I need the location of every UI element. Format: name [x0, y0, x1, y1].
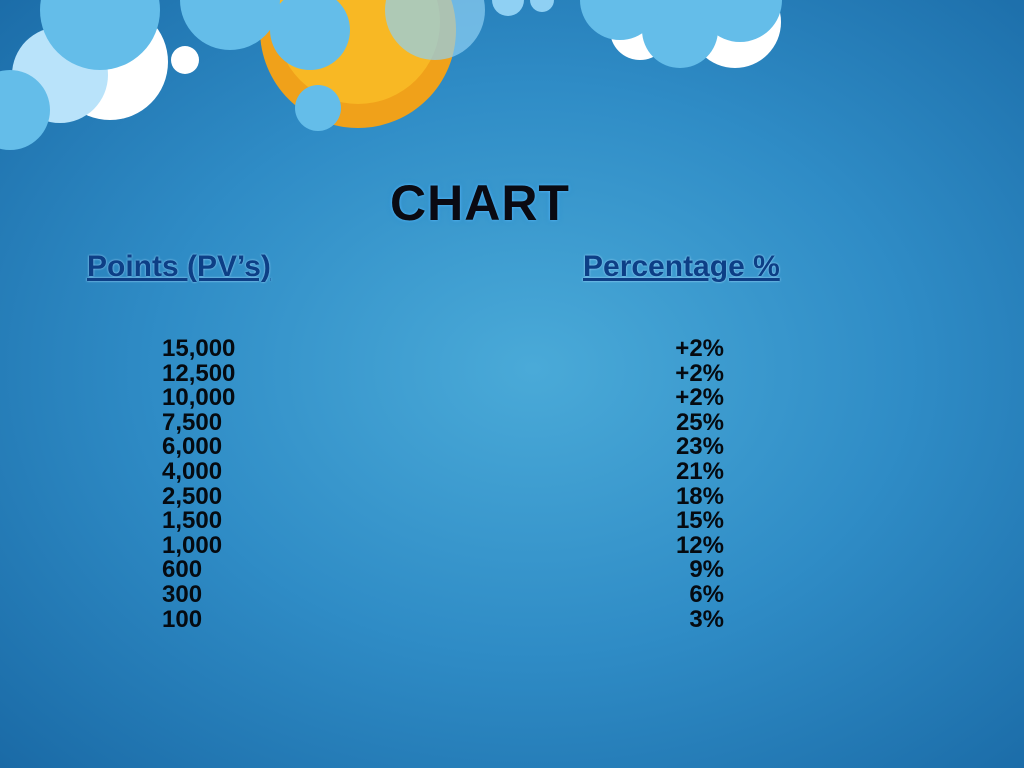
cloud — [492, 0, 524, 16]
cloud — [385, 0, 485, 60]
percentage-cell: +2% — [675, 384, 724, 412]
points-cell: 300 — [162, 581, 203, 608]
cloud — [642, 0, 718, 68]
points-cell: 6,000 — [162, 433, 223, 461]
cloud — [698, 0, 782, 42]
points-cell: 600 — [162, 556, 203, 584]
percentage-cell: 15% — [675, 507, 724, 535]
points-cell: 12,500 — [162, 359, 236, 387]
percentage-cell: 25% — [675, 408, 724, 436]
percentage-cell: 21% — [675, 458, 724, 485]
cloud — [0, 70, 50, 150]
percentage-cell: 6% — [689, 581, 724, 608]
points-cell: 7,500 — [162, 408, 223, 436]
column-header: Points (PV’s) — [87, 250, 271, 283]
points-cell: 1,000 — [162, 531, 223, 559]
cloud — [530, 0, 554, 12]
cloud — [295, 85, 341, 131]
cloud — [270, 0, 350, 70]
cloud — [171, 46, 199, 74]
percentage-cell: 3% — [689, 605, 724, 633]
cloud — [40, 0, 160, 70]
percentage-cell: +2% — [675, 335, 724, 362]
percentage-cell: +2% — [675, 359, 724, 387]
points-cell: 1,500 — [162, 507, 223, 535]
percentage-cell: 18% — [675, 482, 724, 510]
points-cell: 100 — [162, 605, 203, 633]
cloud — [580, 0, 660, 40]
points-cell: 2,500 — [162, 482, 223, 510]
percentage-cell: 23% — [675, 433, 724, 461]
column-header: Percentage % — [583, 250, 780, 283]
points-cell: 4,000 — [162, 458, 223, 485]
cloud — [180, 0, 280, 50]
points-cell: 10,000 — [162, 384, 236, 412]
percentage-cell: 12% — [675, 531, 724, 559]
points-cell: 15,000 — [162, 335, 236, 362]
title: CHART — [390, 175, 570, 231]
percentage-cell: 9% — [689, 556, 724, 584]
decoration — [0, 0, 782, 150]
